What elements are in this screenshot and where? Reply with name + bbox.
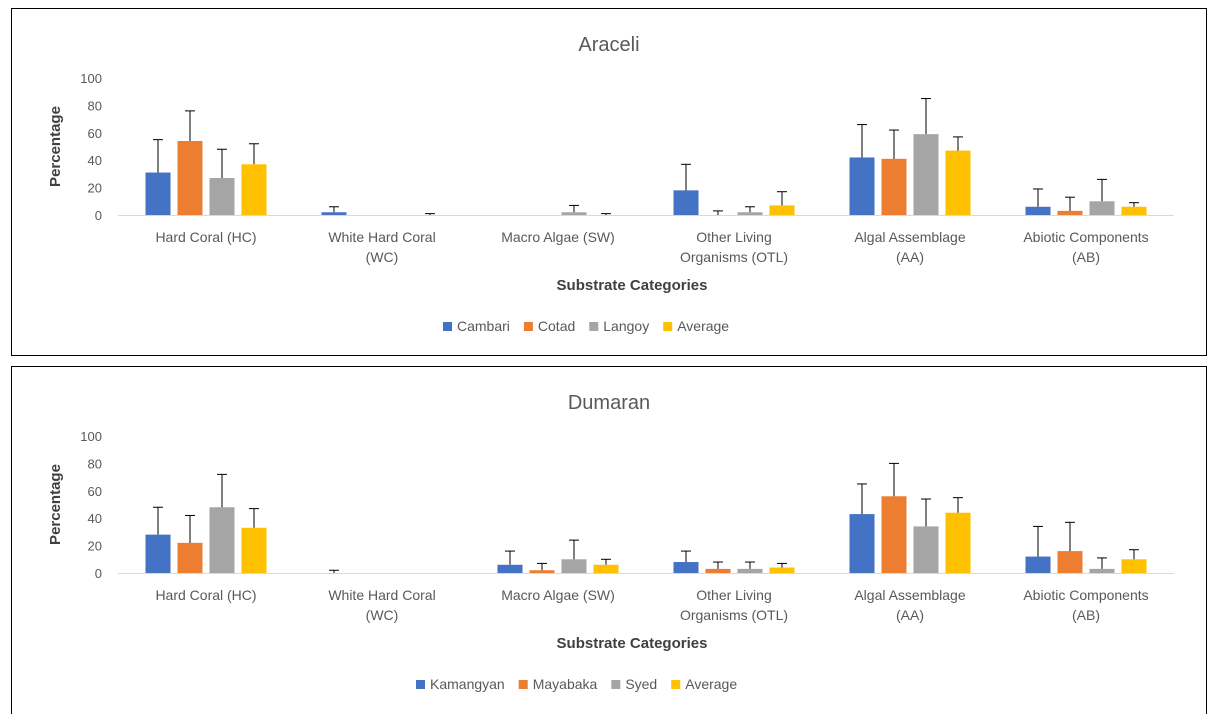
chart-1-legend-swatch-mayabaka <box>518 680 528 689</box>
chart-0-bar-average-3 <box>769 205 795 215</box>
chart-1-category-label: (WC) <box>366 607 399 623</box>
chart-0-legend-swatch-average <box>663 322 673 331</box>
chart-1-category-label: White Hard Coral <box>328 587 435 603</box>
chart-1-bar-syed-4 <box>913 526 939 573</box>
chart-0-bar-cotad-5 <box>1057 210 1083 215</box>
chart-0-legend-swatch-cotad <box>523 322 533 331</box>
chart-0-legend-swatch-langoy <box>589 322 599 331</box>
chart-1-legend-label-kamangyan: Kamangyan <box>430 676 505 692</box>
chart-0-y-tick-label: 60 <box>88 126 102 141</box>
chart-0-y-tick-label: 80 <box>88 98 102 113</box>
chart-1-category-label: Macro Algae (SW) <box>501 587 615 603</box>
chart-0-bar-average-4 <box>945 150 971 215</box>
chart-0-y-tick-label: 0 <box>95 208 102 223</box>
chart-0-y-tick-label: 20 <box>88 181 102 196</box>
chart-1-y-tick-label: 0 <box>95 566 102 581</box>
chart-0-category-label: White Hard Coral <box>328 229 435 245</box>
chart-0-bar-langoy-5 <box>1089 201 1115 215</box>
chart-1-bar-kamangyan-3 <box>673 562 699 573</box>
chart-1-bar-syed-2 <box>561 559 587 573</box>
chart-0-category-label: Other Living <box>696 229 771 245</box>
chart-1-y-tick-label: 60 <box>88 484 102 499</box>
chart-0-y-tick-label: 100 <box>80 71 102 86</box>
chart-0-bar-langoy-3 <box>737 212 763 215</box>
chart-1-x-axis-label: Substrate Categories <box>557 635 708 652</box>
chart-0-bar-langoy-2 <box>561 212 587 215</box>
chart-1-bar-mayabaka-5 <box>1057 551 1083 573</box>
chart-0-bar-cambari-1 <box>321 212 347 215</box>
chart-0-legend-swatch-cambari <box>443 322 452 331</box>
chart-1-category-label: Abiotic Components <box>1023 587 1148 603</box>
chart-1-bar-syed-3 <box>737 568 763 573</box>
chart-1-legend: Kamangyan Mayabaka Syed Average <box>416 676 737 692</box>
chart-0-legend-label-average: Average <box>677 318 729 334</box>
chart-0-bar-average-0 <box>241 164 267 215</box>
chart-1-bar-syed-0 <box>209 507 235 573</box>
chart-1-y-axis-label: Percentage <box>47 464 64 545</box>
chart-0-category-label: Abiotic Components <box>1023 229 1148 245</box>
chart-0-bar-cambari-0 <box>145 172 171 215</box>
chart-0-x-axis-label: Substrate Categories <box>557 277 708 294</box>
chart-0-legend: Cambari Cotad Langoy Average <box>443 318 729 334</box>
chart-1-bar-kamangyan-5 <box>1025 556 1051 573</box>
chart-1-bar-average-4 <box>945 512 971 573</box>
chart-1-bar-kamangyan-2 <box>497 564 523 573</box>
chart-1-category-label: Hard Coral (HC) <box>155 587 256 603</box>
chart-0-bar-cambari-3 <box>673 190 699 215</box>
chart-1-category-label: Algal Assemblage <box>854 587 966 603</box>
chart-0-legend-label-langoy: Langoy <box>603 318 649 334</box>
chart-1-y-tick-label: 40 <box>88 511 102 526</box>
chart-0-bar-cambari-5 <box>1025 206 1051 215</box>
chart-1-bar-mayabaka-4 <box>881 496 907 573</box>
chart-1-y-tick-label: 80 <box>88 456 102 471</box>
chart-1-legend-label-average: Average <box>685 676 737 692</box>
chart-1-category-label: Other Living <box>696 587 771 603</box>
chart-0-category-label: Organisms (OTL) <box>680 249 788 265</box>
araceli-chart-panel: Araceli 0 20 40 60 80 100 Percentage Hard Coral … <box>11 8 1207 356</box>
chart-0-bar-cotad-0 <box>177 141 203 215</box>
chart-0-bar-cambari-4 <box>849 157 875 215</box>
chart-1-legend-label-syed: Syed <box>625 676 657 692</box>
chart-0-bar-langoy-0 <box>209 178 235 215</box>
chart-1-bar-mayabaka-3 <box>705 568 731 573</box>
chart-0-title: Araceli <box>578 34 639 56</box>
chart-1-bar-kamangyan-0 <box>145 534 171 573</box>
chart-1-category-label: Organisms (OTL) <box>680 607 788 623</box>
chart-1-legend-label-mayabaka: Mayabaka <box>533 676 598 692</box>
chart-1-legend-swatch-kamangyan <box>416 680 425 689</box>
chart-1-bar-mayabaka-2 <box>529 570 555 573</box>
dumaran-chart-panel: Dumaran 0 20 40 60 80 100 Percentage Hard Coral … <box>11 366 1207 714</box>
chart-1-bar-kamangyan-4 <box>849 514 875 573</box>
chart-0-category-label: Algal Assemblage <box>854 229 966 245</box>
chart-0-category-label: (AA) <box>896 249 924 265</box>
chart-1-y-tick-label: 100 <box>80 429 102 444</box>
chart-1-bar-mayabaka-0 <box>177 542 203 573</box>
chart-1-bar-average-0 <box>241 527 267 573</box>
chart-0-y-tick-label: 40 <box>88 153 102 168</box>
chart-0-legend-label-cambari: Cambari <box>457 318 510 334</box>
chart-1-bar-average-3 <box>769 567 795 573</box>
chart-0-y-axis-label: Percentage <box>47 106 64 187</box>
chart-0-bar-langoy-4 <box>913 134 939 215</box>
chart-0-bar-cotad-4 <box>881 158 907 215</box>
dumaran-chart: Dumaran 0 20 40 60 80 100 Percentage Hard Coral … <box>47 392 1174 692</box>
chart-1-bar-syed-5 <box>1089 568 1115 573</box>
chart-1-legend-swatch-average <box>671 680 681 689</box>
chart-0-category-label: Macro Algae (SW) <box>501 229 615 245</box>
chart-0-category-label: (WC) <box>366 249 399 265</box>
chart-1-title: Dumaran <box>568 392 650 414</box>
chart-1-legend-swatch-syed <box>611 680 621 689</box>
chart-0-legend-label-cotad: Cotad <box>538 318 575 334</box>
chart-1-bar-average-2 <box>593 564 619 573</box>
chart-0-category-label: Hard Coral (HC) <box>155 229 256 245</box>
chart-0-category-label: (AB) <box>1072 249 1100 265</box>
chart-0-bar-average-5 <box>1121 206 1147 215</box>
chart-1-category-label: (AB) <box>1072 607 1100 623</box>
chart-1-bar-average-5 <box>1121 559 1147 573</box>
chart-1-category-label: (AA) <box>896 607 924 623</box>
chart-1-y-tick-label: 20 <box>88 539 102 554</box>
araceli-chart: Araceli 0 20 40 60 80 100 Percentage Hard Coral … <box>47 34 1174 334</box>
